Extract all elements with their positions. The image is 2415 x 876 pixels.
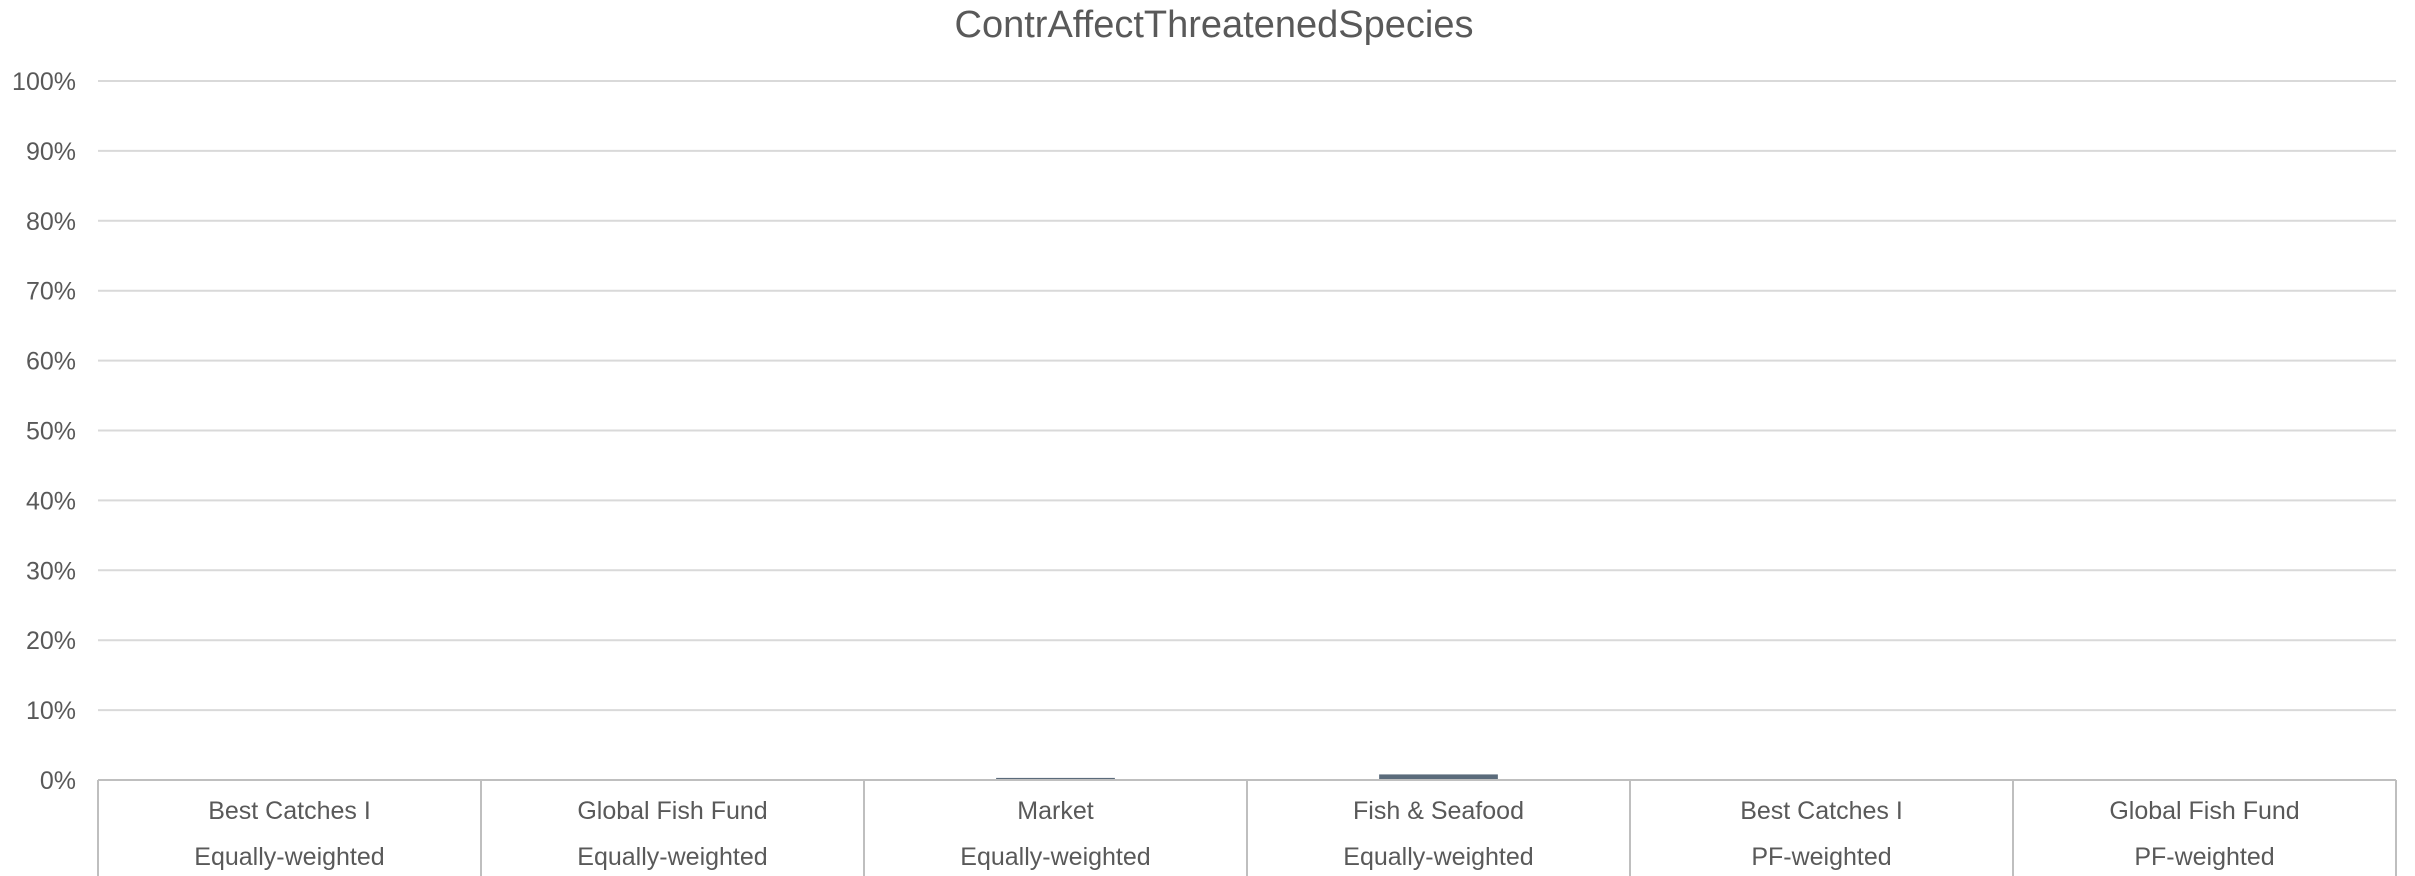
y-tick-label: 30% [26, 557, 76, 585]
x-axis: Best Catches I Equally-weighted Global Fis… [97, 779, 2397, 876]
y-tick-label: 20% [26, 627, 76, 655]
y-tick-label: 100% [12, 68, 76, 96]
x-category-label: Best Catches I [208, 797, 371, 825]
y-tick-label: 80% [26, 208, 76, 236]
x-category-label: Market [1017, 797, 1093, 825]
x-category-sublabel: Equally-weighted [960, 843, 1150, 871]
x-category-sublabel: Equally-weighted [1343, 843, 1533, 871]
bars [996, 774, 1498, 780]
y-tick-label: 0% [40, 767, 76, 795]
x-category-sublabel: Equally-weighted [577, 843, 767, 871]
gridlines [98, 80, 2396, 712]
y-tick-label: 50% [26, 418, 76, 446]
y-tick-label: 70% [26, 278, 76, 306]
x-category-label: Fish & Seafood [1353, 797, 1524, 825]
y-tick-label: 90% [26, 138, 76, 166]
chart-title: ContrAffectThreatenedSpecies [955, 4, 1474, 46]
bar [1379, 774, 1498, 780]
x-category-sublabel: Equally-weighted [194, 843, 384, 871]
y-tick-label: 40% [26, 487, 76, 515]
x-category-label: Best Catches I [1740, 797, 1903, 825]
y-tick-label: 60% [26, 348, 76, 376]
bar [996, 777, 1115, 780]
y-axis-ticks: 0% 10% 20% 30% 40% 50% 60% 70% 80% 90% 100% [12, 68, 76, 795]
x-category-sublabel: PF-weighted [2134, 843, 2274, 871]
y-tick-label: 10% [26, 697, 76, 725]
x-category-label: Global Fish Fund [577, 797, 767, 825]
x-category-sublabel: PF-weighted [1751, 843, 1891, 871]
x-category-label: Global Fish Fund [2109, 797, 2299, 825]
